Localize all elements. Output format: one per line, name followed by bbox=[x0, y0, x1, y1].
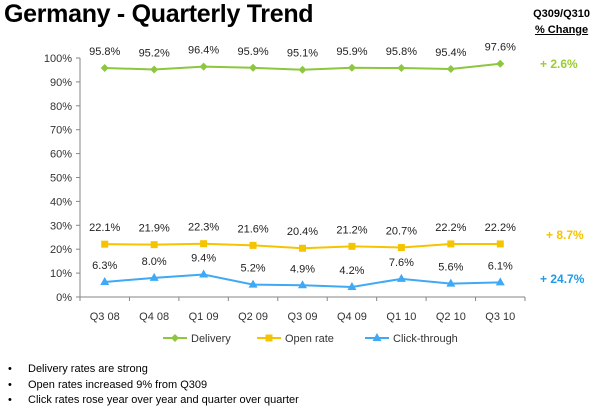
y-tick-label: 30% bbox=[50, 220, 72, 232]
click-through-change: + 24.7% bbox=[540, 272, 585, 286]
change-header: Q309/Q310 % Change bbox=[533, 6, 590, 38]
change-header-label: % Change bbox=[534, 24, 589, 36]
data-point bbox=[200, 240, 208, 248]
delivery-change: + 2.6% bbox=[540, 57, 578, 71]
data-label: 95.9% bbox=[336, 46, 367, 58]
note-item: Delivery rates are strong bbox=[8, 362, 299, 378]
data-point bbox=[298, 280, 307, 289]
open-rate-change: + 8.7% bbox=[546, 228, 584, 242]
data-label: 21.2% bbox=[336, 224, 367, 236]
data-label: 21.9% bbox=[139, 223, 170, 235]
data-label: 5.6% bbox=[438, 262, 463, 274]
data-label: 6.1% bbox=[488, 260, 513, 272]
data-point bbox=[446, 64, 455, 73]
note-item: Click rates rose year over year and quar… bbox=[8, 393, 299, 409]
x-tick-label: Q3 10 bbox=[485, 311, 515, 323]
data-label: 96.4% bbox=[188, 45, 219, 57]
data-label: 9.4% bbox=[191, 253, 216, 265]
legend-marker bbox=[372, 333, 382, 341]
data-point bbox=[496, 240, 504, 248]
data-point bbox=[101, 240, 109, 248]
data-label: 5.2% bbox=[241, 263, 266, 275]
data-label: 6.3% bbox=[92, 260, 117, 272]
data-point bbox=[495, 277, 505, 286]
line-chart: 0% 10% 20% 30% 40% 50% 60% 70% 80% 90% 100% Q3 08 Q4… bbox=[44, 42, 526, 345]
legend-label: Click-through bbox=[393, 333, 458, 345]
data-label: 20.7% bbox=[386, 226, 417, 238]
data-point bbox=[150, 65, 159, 74]
y-tick-label: 0% bbox=[56, 292, 72, 304]
data-point bbox=[446, 278, 456, 287]
data-point bbox=[150, 241, 158, 249]
data-point bbox=[447, 240, 455, 248]
data-label: 21.6% bbox=[237, 223, 268, 235]
x-tick-label: Q3 08 bbox=[90, 311, 120, 323]
data-label: 7.6% bbox=[389, 257, 414, 269]
data-point bbox=[100, 276, 110, 285]
x-tick-label: Q1 09 bbox=[189, 311, 219, 323]
note-item: Open rates increased 9% from Q309 bbox=[8, 378, 299, 394]
data-label: 22.1% bbox=[89, 222, 120, 234]
notes-list: Delivery rates are strong Open rates inc… bbox=[8, 362, 299, 409]
y-tick-label: 20% bbox=[50, 244, 72, 256]
data-label: 95.1% bbox=[287, 48, 318, 60]
data-point bbox=[299, 244, 306, 252]
data-label: 20.4% bbox=[287, 226, 318, 238]
data-label: 95.4% bbox=[435, 47, 466, 59]
data-label: 95.9% bbox=[237, 46, 268, 58]
x-tick-label: Q4 09 bbox=[337, 311, 367, 323]
data-point bbox=[248, 279, 258, 288]
x-tick-label: Q3 09 bbox=[288, 311, 318, 323]
data-label: 22.3% bbox=[188, 222, 219, 234]
data-point bbox=[100, 64, 109, 73]
data-label: 95.2% bbox=[139, 47, 170, 59]
x-tick-label: Q2 10 bbox=[436, 311, 466, 323]
data-label: 4.2% bbox=[339, 265, 364, 277]
data-point bbox=[396, 273, 406, 282]
data-point bbox=[347, 281, 357, 290]
legend-marker bbox=[171, 334, 179, 342]
legend-label: Open rate bbox=[285, 333, 334, 345]
x-tick-label: Q4 08 bbox=[139, 311, 169, 323]
data-point bbox=[496, 59, 505, 68]
y-tick-label: 90% bbox=[50, 77, 72, 89]
page-title: Germany - Quarterly Trend bbox=[4, 0, 314, 28]
data-label: 95.8% bbox=[386, 46, 417, 58]
data-point bbox=[397, 244, 405, 252]
data-point bbox=[347, 63, 356, 72]
data-point bbox=[249, 63, 258, 72]
legend-label: Delivery bbox=[191, 333, 231, 345]
data-label: 22.2% bbox=[435, 222, 466, 234]
x-tick-label: Q2 09 bbox=[238, 311, 268, 323]
data-point bbox=[199, 269, 209, 278]
x-tick-label: Q1 10 bbox=[386, 311, 416, 323]
data-point bbox=[298, 65, 307, 74]
data-point bbox=[249, 241, 257, 249]
legend-marker bbox=[265, 334, 273, 342]
y-tick-label: 10% bbox=[50, 268, 72, 280]
y-tick-label: 70% bbox=[50, 125, 72, 137]
data-label: 95.8% bbox=[89, 46, 120, 58]
data-point bbox=[199, 62, 208, 71]
data-label: 97.6% bbox=[485, 42, 516, 54]
y-tick-label: 60% bbox=[50, 149, 72, 161]
data-point bbox=[397, 64, 406, 73]
y-tick-label: 40% bbox=[50, 196, 72, 208]
data-label: 4.9% bbox=[290, 263, 315, 275]
data-point bbox=[149, 272, 159, 281]
change-header-period: Q309/Q310 bbox=[533, 8, 590, 20]
data-label: 8.0% bbox=[142, 256, 167, 268]
y-tick-label: 100% bbox=[44, 53, 72, 65]
data-point bbox=[348, 242, 356, 250]
y-tick-label: 50% bbox=[50, 173, 72, 185]
y-tick-label: 80% bbox=[50, 101, 72, 113]
data-label: 22.2% bbox=[485, 222, 516, 234]
